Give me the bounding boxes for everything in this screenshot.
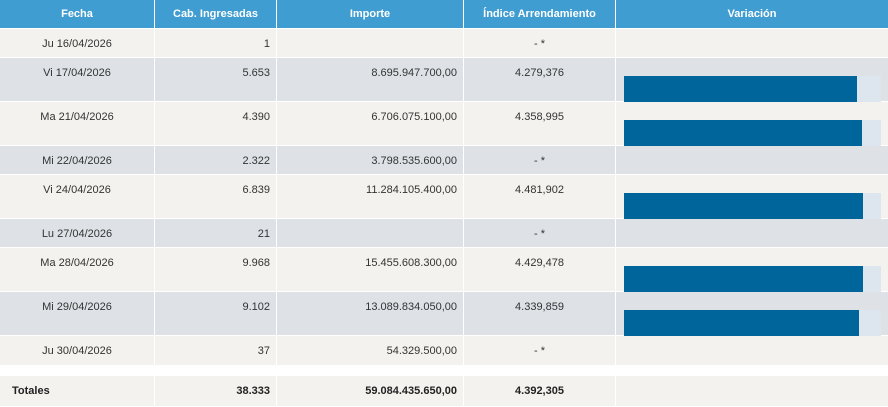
header-indice-arrendamiento[interactable]: Índice Arrendamiento xyxy=(464,0,616,29)
table-row: Ju 16/04/2026 1 - * xyxy=(0,29,888,58)
cell-variacion xyxy=(616,336,888,366)
cell-fecha: Mi 29/04/2026 xyxy=(0,292,155,336)
cell-variacion xyxy=(616,102,888,147)
variacion-bar-track xyxy=(624,193,881,220)
variacion-bar-track xyxy=(624,76,881,103)
cell-variacion xyxy=(616,146,888,175)
variacion-bar-fill xyxy=(624,76,857,103)
totals-cab: 38.333 xyxy=(155,376,277,407)
variacion-bar-fill xyxy=(624,120,862,147)
cell-indice-arrendamiento: 4.339,859 xyxy=(464,292,616,336)
cell-fecha: Ju 16/04/2026 xyxy=(0,29,155,58)
totals-separator xyxy=(0,368,888,376)
table-row: Ma 21/04/2026 4.390 6.706.075.100,00 4.358,… xyxy=(0,102,888,147)
cell-importe: 3.798.535.600,00 xyxy=(277,146,464,175)
cell-indice-arrendamiento: - * xyxy=(464,336,616,366)
variacion-bar-fill xyxy=(624,193,863,220)
cell-importe: 6.706.075.100,00 xyxy=(277,102,464,146)
cell-indice-arrendamiento: - * xyxy=(464,29,616,58)
table-header: Fecha Cab. Ingresadas Importe Índice Arr… xyxy=(0,0,888,29)
cell-cab-ingresadas: 1 xyxy=(155,29,277,58)
cell-variacion xyxy=(616,219,888,248)
variacion-bar-track xyxy=(624,266,881,293)
cell-cab-ingresadas: 2.322 xyxy=(155,146,277,175)
cell-importe: 13.089.834.050,00 xyxy=(277,292,464,336)
cell-fecha: Vi 24/04/2026 xyxy=(0,175,155,219)
cell-variacion xyxy=(616,29,888,58)
variacion-bar-fill xyxy=(624,310,860,337)
cell-cab-ingresadas: 37 xyxy=(155,336,277,366)
header-variacion[interactable]: Variación xyxy=(616,0,888,29)
totals-row: Totales 38.333 59.084.435.650,00 4.392,3… xyxy=(0,376,888,407)
cell-variacion xyxy=(616,58,888,103)
cell-importe: 8.695.947.700,00 xyxy=(277,58,464,102)
table-row: Vi 24/04/2026 6.839 11.284.105.400,00 4.481… xyxy=(0,175,888,220)
header-cab-ingresadas[interactable]: Cab. Ingresadas xyxy=(155,0,277,29)
cell-fecha: Lu 27/04/2026 xyxy=(0,219,155,248)
cell-fecha: Mi 22/04/2026 xyxy=(0,146,155,175)
table-row: Mi 22/04/2026 2.322 3.798.535.600,00- * xyxy=(0,146,888,175)
cell-fecha: Ju 30/04/2026 xyxy=(0,336,155,366)
cell-cab-ingresadas: 21 xyxy=(155,219,277,248)
cell-fecha: Ma 28/04/2026 xyxy=(0,248,155,292)
cell-importe xyxy=(277,219,464,248)
cell-importe: 15.455.608.300,00 xyxy=(277,248,464,292)
cell-indice-arrendamiento: 4.481,902 xyxy=(464,175,616,219)
totals-variacion xyxy=(616,376,888,407)
cell-cab-ingresadas: 9.102 xyxy=(155,292,277,336)
totals-indice: 4.392,305 xyxy=(464,376,616,407)
cell-importe: 54.329.500,00 xyxy=(277,336,464,366)
header-importe[interactable]: Importe xyxy=(277,0,464,29)
cell-fecha: Vi 17/04/2026 xyxy=(0,58,155,102)
cell-cab-ingresadas: 4.390 xyxy=(155,102,277,146)
cell-cab-ingresadas: 5.653 xyxy=(155,58,277,102)
variacion-bar-fill xyxy=(624,266,863,293)
table-row: Ju 30/04/2026 37 54.329.500,00- * xyxy=(0,336,888,366)
cell-importe xyxy=(277,29,464,58)
cell-cab-ingresadas: 6.839 xyxy=(155,175,277,219)
table-row: Mi 29/04/2026 9.102 13.089.834.050,00 4.339… xyxy=(0,292,888,337)
cell-fecha: Ma 21/04/2026 xyxy=(0,102,155,146)
cell-indice-arrendamiento: - * xyxy=(464,219,616,248)
cell-variacion xyxy=(616,175,888,220)
variacion-bar-track xyxy=(624,310,881,337)
totals-importe: 59.084.435.650,00 xyxy=(277,376,464,407)
cell-indice-arrendamiento: 4.358,995 xyxy=(464,102,616,146)
cell-indice-arrendamiento: 4.279,376 xyxy=(464,58,616,102)
cell-variacion xyxy=(616,292,888,337)
table-row: Vi 17/04/2026 5.653 8.695.947.700,00 4.279,… xyxy=(0,58,888,103)
cell-importe: 11.284.105.400,00 xyxy=(277,175,464,219)
cell-cab-ingresadas: 9.968 xyxy=(155,248,277,292)
totals-label: Totales xyxy=(0,376,155,407)
cell-indice-arrendamiento: 4.429,478 xyxy=(464,248,616,292)
cell-variacion xyxy=(616,248,888,293)
cell-indice-arrendamiento: - * xyxy=(464,146,616,175)
table-row: Lu 27/04/2026 21 - * xyxy=(0,219,888,248)
variacion-bar-track xyxy=(624,120,881,147)
table-row: Ma 28/04/2026 9.968 15.455.608.300,00 4.429… xyxy=(0,248,888,293)
header-fecha[interactable]: Fecha xyxy=(0,0,155,29)
